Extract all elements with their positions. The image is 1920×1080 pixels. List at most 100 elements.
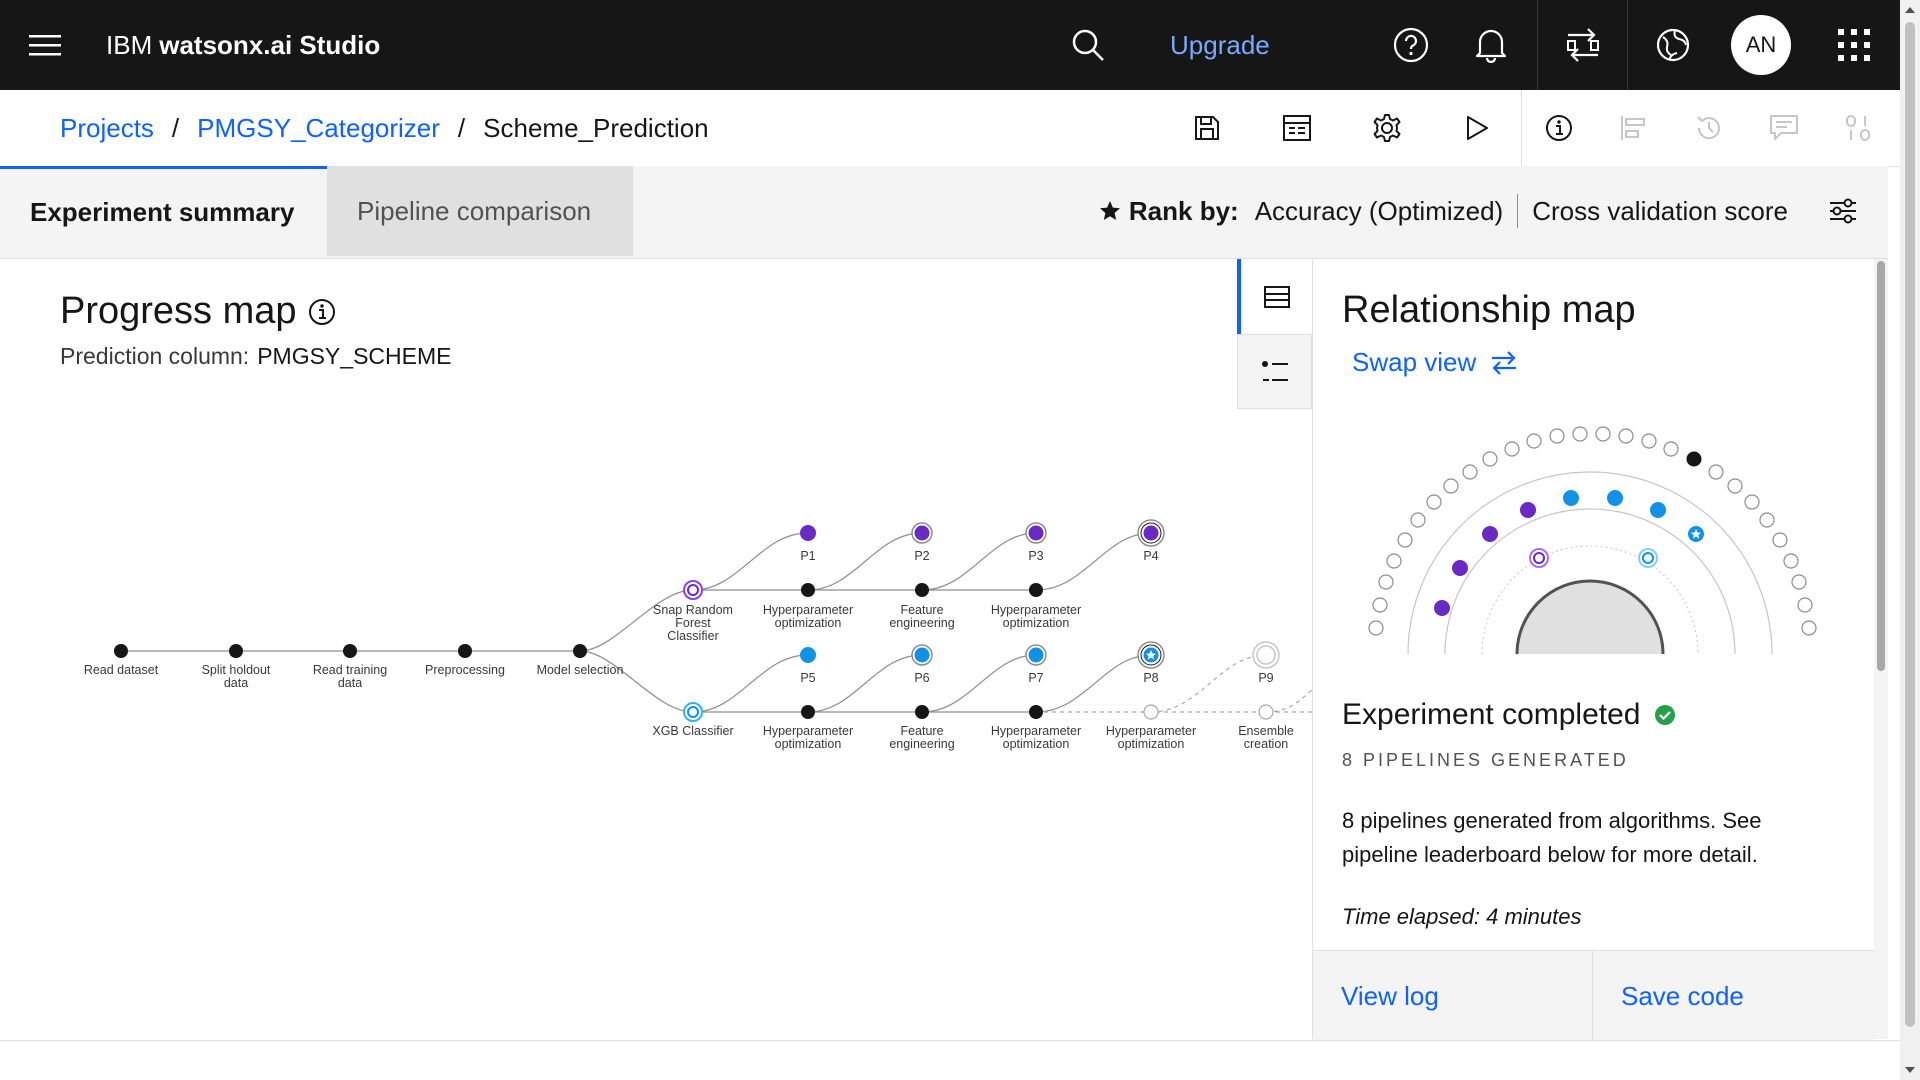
tab-experiment-summary[interactable]: Experiment summary	[0, 166, 327, 256]
page-scrollbar-thumb[interactable]	[1905, 22, 1915, 1027]
pipeline-p7-node[interactable]	[1025, 644, 1047, 666]
variables-button[interactable]	[1829, 90, 1889, 166]
algorithm-node[interactable]	[1529, 548, 1549, 568]
pipeline-label: P4	[1143, 549, 1158, 563]
help-button[interactable]	[1366, 0, 1456, 90]
node-label: Ensemble	[1238, 724, 1294, 738]
star-icon	[1099, 201, 1120, 220]
pipeline-p8-node[interactable]	[1137, 641, 1165, 669]
brand-prefix: IBM	[106, 29, 153, 60]
bell-icon	[1475, 29, 1507, 63]
breadcrumb-projects[interactable]: Projects	[60, 112, 154, 143]
comments-button[interactable]	[1754, 90, 1814, 166]
panel-scrollbar[interactable]	[1874, 259, 1888, 1039]
run-button[interactable]	[1447, 90, 1507, 166]
view-log-button[interactable]: View log	[1341, 980, 1439, 1011]
breadcrumb-separator: /	[171, 112, 180, 143]
notifications-button[interactable]	[1446, 0, 1536, 90]
save-button[interactable]	[1177, 90, 1237, 166]
save-icon	[1195, 116, 1219, 140]
pipeline-node[interactable]	[801, 705, 815, 719]
breadcrumb-toolbar: Projects / PMGSY_Categorizer / Scheme_Pr…	[0, 90, 1900, 167]
details-view-tab[interactable]	[1237, 334, 1312, 409]
progress-map-title: Progress map	[60, 290, 297, 332]
time-elapsed: Time elapsed: 4 minutes	[1342, 904, 1582, 929]
app-switcher-button[interactable]	[1808, 0, 1900, 90]
node-label: engineering	[889, 737, 954, 751]
history-button[interactable]	[1679, 90, 1739, 166]
pipeline-p5-node[interactable]	[800, 647, 816, 663]
map-view-tab[interactable]	[1237, 259, 1312, 334]
pipeline-node[interactable]	[1607, 490, 1623, 506]
pipeline-label: P6	[914, 671, 929, 685]
pipeline-p4-node[interactable]	[1137, 519, 1165, 547]
pipeline-node[interactable]	[1452, 560, 1468, 576]
leaderboard-button[interactable]	[1267, 90, 1327, 166]
pipeline-label: P5	[800, 671, 815, 685]
switch-account-button[interactable]	[1538, 0, 1628, 90]
pending-node	[1258, 704, 1274, 720]
pipeline-node[interactable]	[573, 644, 587, 658]
pipeline-node[interactable]	[1520, 502, 1536, 518]
pipeline-node[interactable]	[1688, 526, 1704, 542]
pipeline-node[interactable]	[114, 644, 128, 658]
node-label: Read training	[313, 663, 387, 677]
switcher-icon	[1567, 28, 1599, 62]
pipeline-p1-node[interactable]	[800, 525, 816, 541]
algorithm-node-snap[interactable]	[683, 580, 703, 600]
user-avatar[interactable]: AN	[1731, 15, 1791, 75]
selected-node[interactable]	[1686, 451, 1702, 467]
algorithm-node[interactable]	[1638, 548, 1658, 568]
rank-metric[interactable]: Accuracy (Optimized)	[1254, 195, 1504, 226]
pipeline-p2-node[interactable]	[911, 522, 933, 544]
pipeline-node[interactable]	[1029, 705, 1043, 719]
progress-map-info-button[interactable]	[308, 298, 336, 331]
node-label: Split holdout	[202, 663, 271, 677]
swap-view-link[interactable]: Swap view	[1352, 347, 1518, 378]
scroll-down-icon[interactable]	[1900, 1060, 1920, 1080]
node-label: Hyperparameter	[1106, 724, 1196, 738]
panel-scrollbar-thumb[interactable]	[1877, 261, 1885, 671]
pipeline-p3-node[interactable]	[1025, 522, 1047, 544]
binary-icon	[1846, 115, 1870, 141]
rank-settings-button[interactable]	[1798, 166, 1888, 256]
settings-button[interactable]	[1357, 90, 1417, 166]
panel-actions: View log Save code	[1313, 950, 1874, 1041]
pipeline-node[interactable]	[801, 583, 815, 597]
hamburger-menu-button[interactable]	[0, 0, 90, 90]
information-button[interactable]	[1529, 90, 1589, 166]
save-code-button[interactable]: Save code	[1621, 980, 1744, 1011]
pipeline-node[interactable]	[1650, 502, 1666, 518]
pipeline-node[interactable]	[229, 644, 243, 658]
pipeline-node[interactable]	[915, 583, 929, 597]
sliders-icon	[1830, 198, 1856, 224]
region-button[interactable]	[1628, 0, 1718, 90]
help-icon	[1393, 27, 1429, 63]
app-grid-icon	[1838, 29, 1870, 61]
app-brand[interactable]: IBM watsonx.ai Studio	[106, 0, 380, 90]
search-button[interactable]	[1050, 0, 1126, 90]
algorithm-node-xgb[interactable]	[683, 702, 703, 722]
scroll-up-icon[interactable]	[1900, 0, 1920, 20]
pipeline-node[interactable]	[1029, 583, 1043, 597]
pipeline-node[interactable]	[915, 705, 929, 719]
pipeline-label: P3	[1028, 549, 1043, 563]
breadcrumb-project[interactable]: PMGSY_Categorizer	[197, 112, 440, 143]
pipeline-node[interactable]	[1434, 600, 1450, 616]
layout-button[interactable]	[1604, 90, 1664, 166]
pipeline-node[interactable]	[458, 644, 472, 658]
upgrade-link[interactable]: Upgrade	[1170, 29, 1270, 60]
pipeline-p6-node[interactable]	[911, 644, 933, 666]
pending-node	[1143, 704, 1159, 720]
pipeline-node[interactable]	[1482, 526, 1498, 542]
rank-score-type[interactable]: Cross validation score	[1532, 195, 1788, 226]
node-label: data	[338, 676, 362, 690]
node-label: optimization	[1118, 737, 1185, 751]
tab-pipeline-comparison[interactable]: Pipeline comparison	[327, 166, 633, 256]
node-label: optimization	[1003, 737, 1070, 751]
node-label: optimization	[775, 616, 842, 630]
swap-view-label: Swap view	[1352, 347, 1477, 377]
page-scrollbar[interactable]	[1900, 0, 1920, 1080]
pipeline-node[interactable]	[1563, 490, 1579, 506]
pipeline-node[interactable]	[343, 644, 357, 658]
